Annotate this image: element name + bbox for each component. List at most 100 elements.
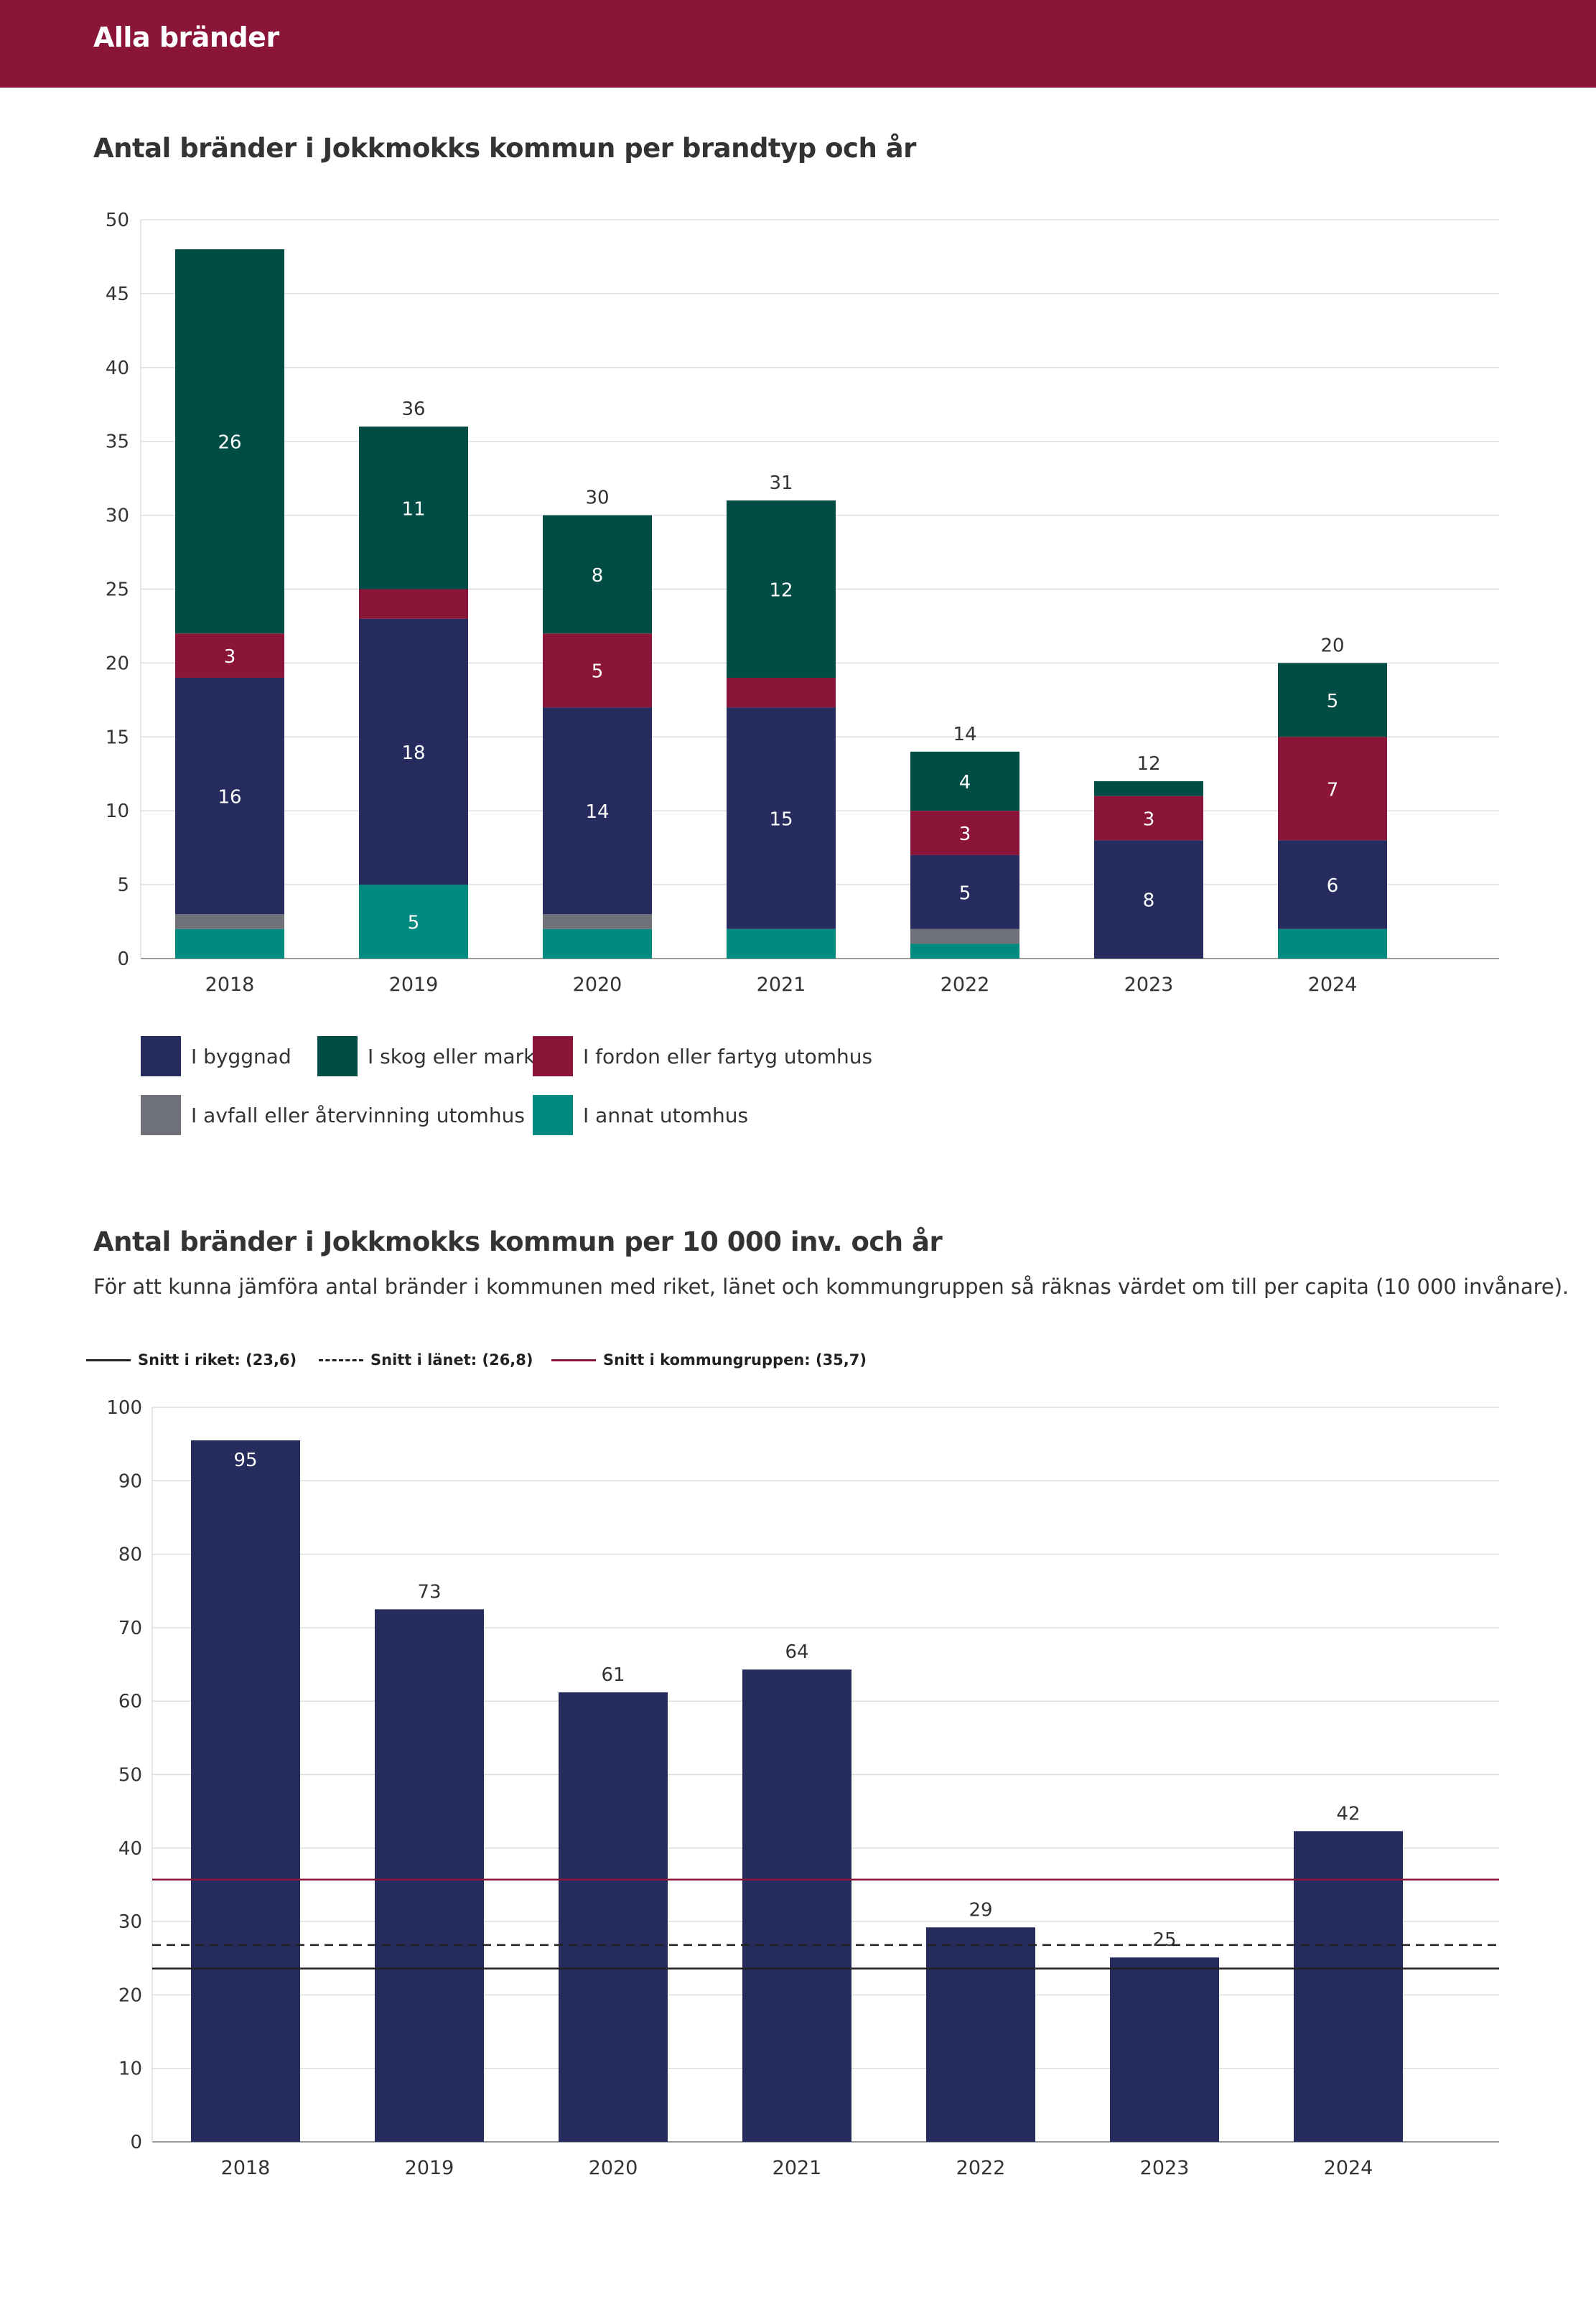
bar-segment <box>175 633 284 678</box>
x-tick-label: 2022 <box>956 2157 1006 2179</box>
legend-swatch <box>141 1095 181 1135</box>
bar <box>375 1609 484 2142</box>
y-tick-label: 35 <box>106 432 129 453</box>
bar-segment <box>543 914 652 929</box>
bar-total-label: 12 <box>1137 753 1160 775</box>
chart1-stacked-bar-chart: 0510152025303540455016326201851811362019… <box>106 210 1499 996</box>
bar-segment <box>359 427 468 589</box>
bar-segment <box>359 885 468 959</box>
legend-label: I byggnad <box>191 1044 291 1068</box>
legend-item-fordon: I fordon eller fartyg utomhus <box>533 1036 872 1076</box>
bar-segment <box>1278 840 1387 929</box>
bar-segment <box>1278 928 1387 959</box>
legend-item-kommungruppen: Snitt i kommungruppen: (35,7) <box>551 1351 867 1369</box>
segment-label: 3 <box>224 646 236 668</box>
legend-line <box>319 1358 363 1361</box>
y-tick-label: 45 <box>106 284 129 305</box>
bar-segment <box>1094 796 1203 841</box>
legend-label: I avfall eller återvinning utomhus <box>191 1103 525 1127</box>
bar-segment <box>727 707 836 929</box>
bar-total-label: 31 <box>769 472 793 494</box>
segment-label: 18 <box>401 742 425 764</box>
bar-segment <box>175 249 284 634</box>
segment-label: 5 <box>408 913 420 934</box>
legend-label: Snitt i kommungruppen: (35,7) <box>603 1351 867 1369</box>
bar-segment <box>727 677 836 708</box>
bar-value-label: 61 <box>601 1664 625 1686</box>
x-tick-label: 2020 <box>589 2157 638 2179</box>
x-tick-label: 2020 <box>573 974 622 996</box>
legend-swatch <box>533 1036 573 1076</box>
bar-segment <box>910 751 1019 811</box>
x-tick-label: 2021 <box>757 974 806 996</box>
legend-item-byggnad: I byggnad <box>141 1036 291 1076</box>
chart2-bar-chart: 0 10 20 30 40 50 60 70 80 90 100 95 2018 73 2019 61 2020… <box>106 1397 1499 2179</box>
bar-segment <box>1278 663 1387 737</box>
legend-swatch <box>317 1036 358 1076</box>
bar <box>926 1927 1035 2142</box>
x-tick-label: 2024 <box>1308 974 1358 996</box>
segment-label: 8 <box>592 565 604 587</box>
y-tick-label: 10 <box>106 801 129 822</box>
bar <box>1110 1957 1219 2142</box>
legend-swatch <box>141 1036 181 1076</box>
segment-label: 14 <box>585 801 609 823</box>
segment-label: 11 <box>401 498 425 520</box>
bar-value-label: 73 <box>417 1581 441 1603</box>
legend-line <box>551 1358 596 1361</box>
bar-segment <box>543 707 652 915</box>
legend-line <box>86 1358 131 1361</box>
legend-item-lanet: Snitt i länet: (26,8) <box>319 1351 533 1369</box>
y-tick-label: 15 <box>106 727 129 748</box>
chart2-title: Antal bränder i Jokkmokks kommun per 10 … <box>93 1226 943 1257</box>
y-tick-label: 100 <box>106 1397 142 1419</box>
legend-swatch <box>533 1095 573 1135</box>
bar-segment <box>543 633 652 708</box>
chart2-subtitle: För att kunna jämföra antal bränder i ko… <box>93 1274 1569 1299</box>
legend-label: Snitt i länet: (26,8) <box>370 1351 533 1369</box>
y-tick-label: 70 <box>118 1618 142 1639</box>
bar-segment <box>359 589 468 619</box>
x-tick-label: 2023 <box>1140 2157 1190 2179</box>
bar-segment <box>910 928 1019 944</box>
bar <box>559 1692 668 2142</box>
bar-value-label: 42 <box>1336 1803 1360 1824</box>
y-tick-label: 30 <box>118 1911 142 1933</box>
bar-segment <box>543 515 652 634</box>
bar-segment <box>175 677 284 915</box>
legend-label: Snitt i riket: (23,6) <box>138 1351 297 1369</box>
bar <box>742 1669 851 2142</box>
y-tick-label: 0 <box>130 2132 142 2153</box>
segment-label: 5 <box>1327 691 1339 712</box>
bar-value-label: 29 <box>969 1899 992 1921</box>
segment-label: 3 <box>959 824 971 845</box>
bar-segment <box>1278 737 1387 841</box>
legend-label: I fordon eller fartyg utomhus <box>583 1044 873 1068</box>
segment-label: 12 <box>769 580 793 602</box>
x-tick-label: 2024 <box>1324 2157 1373 2179</box>
segment-label: 5 <box>592 661 604 683</box>
bar-segment <box>175 928 284 959</box>
x-tick-label: 2021 <box>773 2157 822 2179</box>
y-tick-label: 10 <box>118 2059 142 2080</box>
bar-total-label: 36 <box>401 399 425 420</box>
bar-value-label: 25 <box>1152 1929 1176 1951</box>
y-tick-label: 90 <box>118 1471 142 1492</box>
bar-segment <box>1094 781 1203 796</box>
segment-label: 15 <box>769 808 793 830</box>
legend-item-skog: I skog eller mark <box>317 1036 535 1076</box>
bar-total-label: 14 <box>953 724 976 745</box>
bar-segment <box>543 928 652 959</box>
x-tick-label: 2023 <box>1124 974 1174 996</box>
segment-label: 26 <box>218 432 241 454</box>
bar-segment <box>727 928 836 959</box>
bar-segment <box>175 914 284 929</box>
chart1-title: Antal bränder i Jokkmokks kommun per bra… <box>93 133 916 164</box>
legend-label: I annat utomhus <box>583 1103 749 1127</box>
x-tick-label: 2019 <box>389 974 439 996</box>
x-tick-label: 2019 <box>405 2157 454 2179</box>
x-tick-label: 2018 <box>221 2157 271 2179</box>
y-tick-label: 20 <box>106 653 129 674</box>
legend-item-riket: Snitt i riket: (23,6) <box>86 1351 297 1369</box>
bar-total-label: 30 <box>585 488 609 509</box>
